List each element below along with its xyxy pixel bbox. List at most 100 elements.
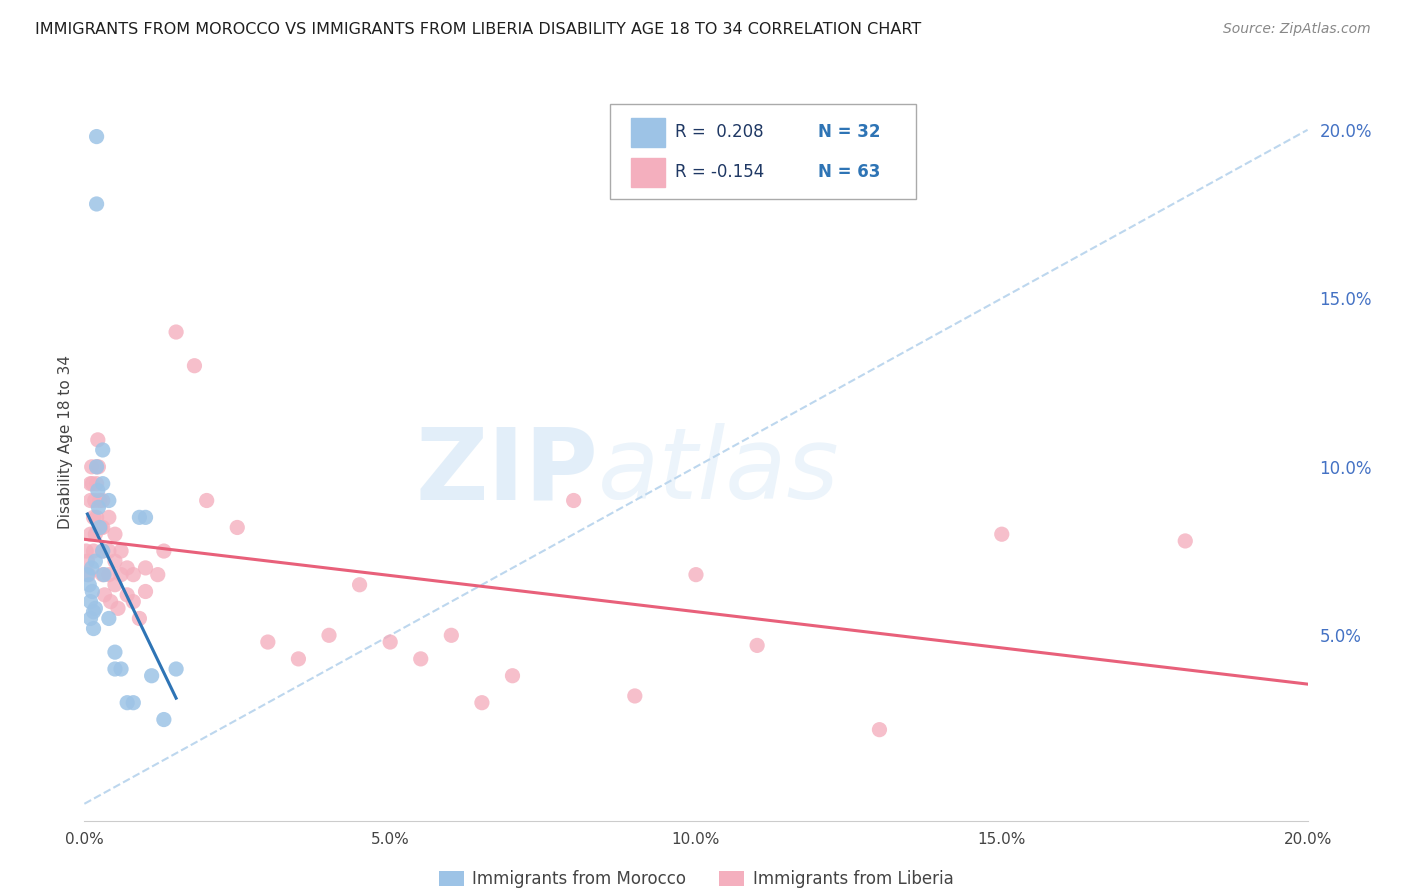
Point (153, 544, 176, 558)
Point (87, 459, 110, 474)
Point (97, 493, 120, 508)
Point (1174, 533, 1197, 548)
Point (318, 628, 340, 642)
Point (685, 567, 707, 582)
Point (440, 628, 463, 642)
Point (562, 493, 585, 508)
Point (165, 325, 187, 339)
Point (82, 476, 104, 491)
Point (135, 561, 157, 575)
Point (747, 639, 769, 653)
Text: Source: ZipAtlas.com: Source: ZipAtlas.com (1223, 22, 1371, 37)
Point (624, 689, 647, 703)
Point (83, 544, 105, 558)
Point (104, 527, 127, 541)
Point (79, 527, 101, 541)
Point (77, 578, 100, 592)
Point (80, 561, 103, 575)
Point (83, 510, 105, 524)
Text: atlas: atlas (598, 424, 839, 520)
Point (153, 713, 176, 727)
Point (86, 476, 108, 491)
Point (349, 578, 371, 592)
Point (257, 635, 280, 649)
Point (84, 601, 107, 615)
Point (115, 588, 138, 602)
Point (409, 652, 432, 666)
Text: N = 32: N = 32 (818, 123, 880, 141)
Point (93, 588, 115, 602)
Point (91, 544, 114, 558)
Point (110, 662, 132, 676)
Point (84, 554, 107, 568)
Point (869, 723, 891, 737)
Point (471, 696, 494, 710)
Bar (631, 158, 665, 186)
Point (115, 696, 138, 710)
Point (76, 554, 98, 568)
Point (90, 520, 112, 534)
Point (128, 611, 150, 625)
Point (89, 520, 111, 534)
Text: N = 63: N = 63 (818, 163, 880, 181)
Point (110, 567, 132, 582)
Point (135, 584, 157, 599)
Point (226, 520, 249, 534)
Point (115, 561, 138, 575)
Point (89, 493, 111, 508)
Point (97, 544, 120, 558)
Point (87, 500, 110, 515)
Point (86, 510, 108, 524)
Point (87, 433, 110, 447)
Point (287, 652, 309, 666)
Point (100, 594, 122, 608)
Point (87, 483, 110, 498)
Point (122, 594, 145, 608)
Point (79, 594, 101, 608)
Point (91, 544, 114, 558)
Point (80, 459, 103, 474)
Legend: Immigrants from Morocco, Immigrants from Liberia: Immigrants from Morocco, Immigrants from… (439, 870, 953, 888)
Point (128, 510, 150, 524)
Point (502, 669, 524, 683)
Point (104, 662, 127, 676)
Point (91, 567, 114, 582)
Text: R =  0.208: R = 0.208 (675, 123, 763, 141)
Point (183, 359, 205, 373)
Point (83, 605, 105, 619)
Y-axis label: Disability Age 18 to 34: Disability Age 18 to 34 (58, 354, 73, 529)
Point (195, 493, 218, 508)
Point (86, 459, 108, 474)
Point (165, 662, 187, 676)
Point (76, 567, 98, 582)
Point (91, 520, 114, 534)
Point (122, 567, 145, 582)
Point (77, 567, 100, 582)
Point (82, 584, 104, 599)
Point (135, 510, 157, 524)
Point (146, 567, 169, 582)
Point (86, 129, 108, 144)
Point (380, 635, 402, 649)
Point (86, 459, 108, 474)
Point (104, 578, 127, 592)
Point (991, 527, 1014, 541)
Point (104, 645, 127, 659)
Point (93, 567, 115, 582)
Text: IMMIGRANTS FROM MOROCCO VS IMMIGRANTS FROM LIBERIA DISABILITY AGE 18 TO 34 CORRE: IMMIGRANTS FROM MOROCCO VS IMMIGRANTS FR… (35, 22, 921, 37)
Point (79, 493, 101, 508)
Point (97, 611, 120, 625)
Point (83, 622, 105, 636)
Point (91, 493, 114, 508)
Point (84, 527, 107, 541)
Point (91, 476, 114, 491)
Point (122, 696, 145, 710)
Point (141, 669, 163, 683)
Point (110, 544, 132, 558)
Point (79, 476, 101, 491)
Point (86, 197, 108, 211)
Text: ZIP: ZIP (415, 424, 598, 520)
Bar (631, 118, 665, 146)
Text: R = -0.154: R = -0.154 (675, 163, 765, 181)
Point (97, 510, 120, 524)
